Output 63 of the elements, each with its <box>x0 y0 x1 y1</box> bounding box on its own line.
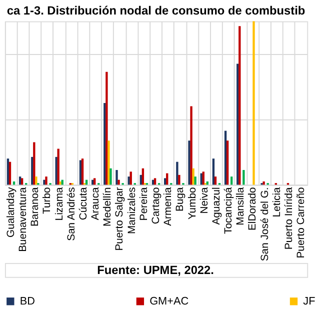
x-tick-label: Armenia <box>163 186 174 226</box>
x-tick-label: Yumbo <box>187 186 198 220</box>
x-tick-label: San José del G. <box>260 187 271 262</box>
x-tick-label: Leticia <box>272 186 283 218</box>
bar <box>230 176 233 185</box>
bar <box>214 176 217 185</box>
x-tick-label: Pereira <box>138 186 150 221</box>
legend-label: BD <box>20 295 36 308</box>
bar <box>188 140 190 185</box>
bar <box>238 26 241 185</box>
x-tick-label: Puerto Carreño <box>296 186 308 258</box>
bar <box>164 178 166 185</box>
bar <box>116 170 118 185</box>
x-tick-label: Cúcuta <box>78 186 90 220</box>
x-tick-label: ElDorado <box>248 186 259 231</box>
x-tick-label: Aguazul <box>211 187 222 225</box>
chart-title: ca 1-3. Distribución nodal de consumo de combustib <box>6 3 306 18</box>
x-tick-label: Buenaventura <box>18 186 30 252</box>
x-tick-label: Cartago <box>151 186 162 224</box>
x-tick-label: Buga <box>175 186 186 212</box>
legend-label: JF <box>303 295 316 308</box>
bar <box>242 170 245 185</box>
bar <box>57 148 60 185</box>
bar <box>106 72 108 185</box>
bar <box>118 180 120 185</box>
bar <box>224 130 227 185</box>
bar <box>212 158 215 185</box>
x-tick-label: Puerto Salgar <box>114 186 126 251</box>
bar <box>142 168 144 185</box>
legend-label: GM+AC <box>150 295 189 308</box>
x-tick-label: Mansilla <box>236 186 247 226</box>
x-tick-label: Baranoa <box>30 186 42 226</box>
x-tick-label: Puerto Inírida <box>284 186 295 250</box>
bar <box>6 158 10 185</box>
x-tick-label: Arauca <box>90 186 102 220</box>
source-note: Fuente: UPME, 2022. <box>97 262 214 277</box>
bar <box>108 140 110 185</box>
bar <box>178 174 180 185</box>
bar <box>190 106 192 185</box>
x-tick-label: Tocancipá <box>224 186 235 234</box>
bar <box>128 176 130 185</box>
bar <box>31 156 34 185</box>
bar <box>104 102 106 185</box>
bar <box>45 176 48 185</box>
bar <box>226 140 229 185</box>
bar <box>33 142 36 185</box>
bar <box>35 176 38 185</box>
x-tick-label: Medellín <box>102 186 114 226</box>
bar <box>176 162 178 185</box>
bar <box>130 172 132 185</box>
bar <box>252 21 255 185</box>
bar <box>8 162 12 185</box>
bar <box>55 156 58 185</box>
bar <box>236 64 239 185</box>
x-tick-label: Gualanday <box>6 186 17 238</box>
x-tick-label: Lizama <box>54 186 66 221</box>
bar <box>192 168 194 185</box>
x-tick-label: Neiva <box>199 186 210 214</box>
x-tick-label: Manizales <box>126 187 138 234</box>
bar <box>110 168 112 185</box>
bar <box>194 176 196 185</box>
x-tick-label: San Andrés <box>66 187 78 241</box>
x-tick-label: Turbo <box>42 186 54 214</box>
